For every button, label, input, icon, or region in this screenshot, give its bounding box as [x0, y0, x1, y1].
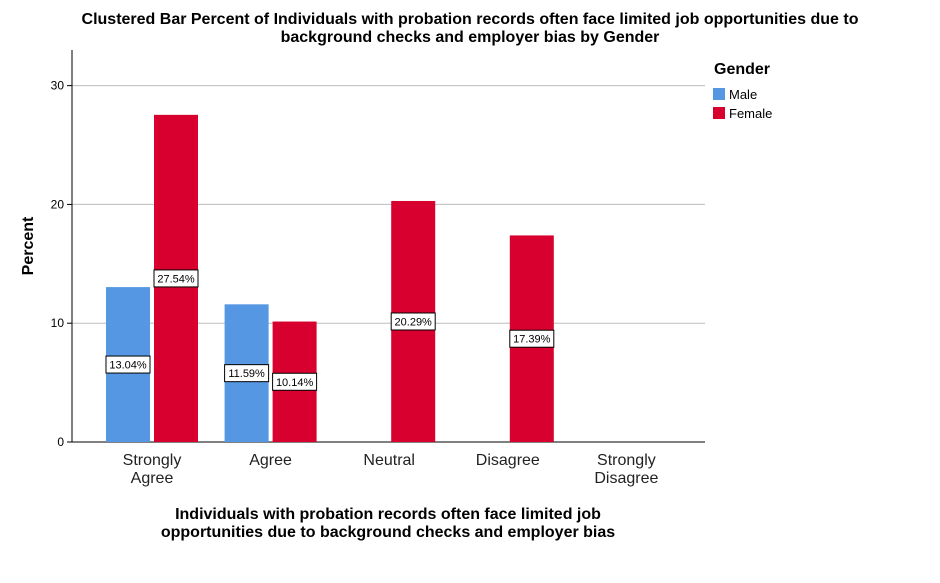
chart-title-line: Clustered Bar Percent of Individuals wit…	[82, 11, 859, 28]
data-label: 20.29%	[395, 316, 433, 328]
data-label: 10.14%	[276, 377, 314, 389]
legend-label-female: Female	[729, 106, 772, 121]
x-category-label: Disagree	[594, 470, 658, 487]
data-label: 13.04%	[109, 360, 147, 372]
data-labels: 13.04% 27.54% 11.59% 10.14% 20.29% 17.39%	[105, 269, 555, 391]
legend-swatch-female	[713, 107, 725, 119]
data-label-box	[272, 372, 318, 391]
data-label-box	[105, 355, 151, 374]
x-axis-title: Individuals with probation records often…	[161, 506, 615, 541]
x-category-label: Neutral	[363, 452, 415, 469]
x-category-label: Disagree	[476, 452, 540, 469]
data-label-box	[153, 269, 199, 288]
data-label: 17.39%	[513, 334, 551, 346]
x-category-label: Agree	[131, 470, 174, 487]
y-tick-label: 10	[51, 316, 65, 330]
legend-label-male: Male	[729, 87, 757, 102]
x-category-label: Agree	[249, 452, 292, 469]
data-label: 11.59%	[228, 368, 265, 380]
y-axis-title: Percent	[20, 216, 37, 275]
legend-title: Gender	[714, 61, 770, 78]
data-label-box	[224, 364, 270, 383]
data-label: 27.54%	[157, 273, 195, 285]
chart-title-line: background checks and employer bias by G…	[281, 29, 660, 46]
legend: Gender Male Female	[713, 61, 772, 121]
data-label-box	[390, 312, 436, 331]
y-tick-label: 30	[51, 79, 65, 93]
y-tick-label: 20	[51, 197, 65, 211]
y-tick-label: 0	[57, 435, 64, 449]
legend-swatch-male	[713, 88, 725, 100]
data-label-box	[509, 329, 555, 348]
y-axis-title-text: Percent	[20, 216, 37, 275]
x-category-label: Strongly	[597, 452, 656, 469]
x-axis-title-line: opportunities due to background checks a…	[161, 524, 615, 541]
x-category-label: Strongly	[123, 452, 182, 469]
chart-title: Clustered Bar Percent of Individuals wit…	[82, 11, 859, 46]
x-axis-title-line: Individuals with probation records often…	[175, 506, 601, 523]
